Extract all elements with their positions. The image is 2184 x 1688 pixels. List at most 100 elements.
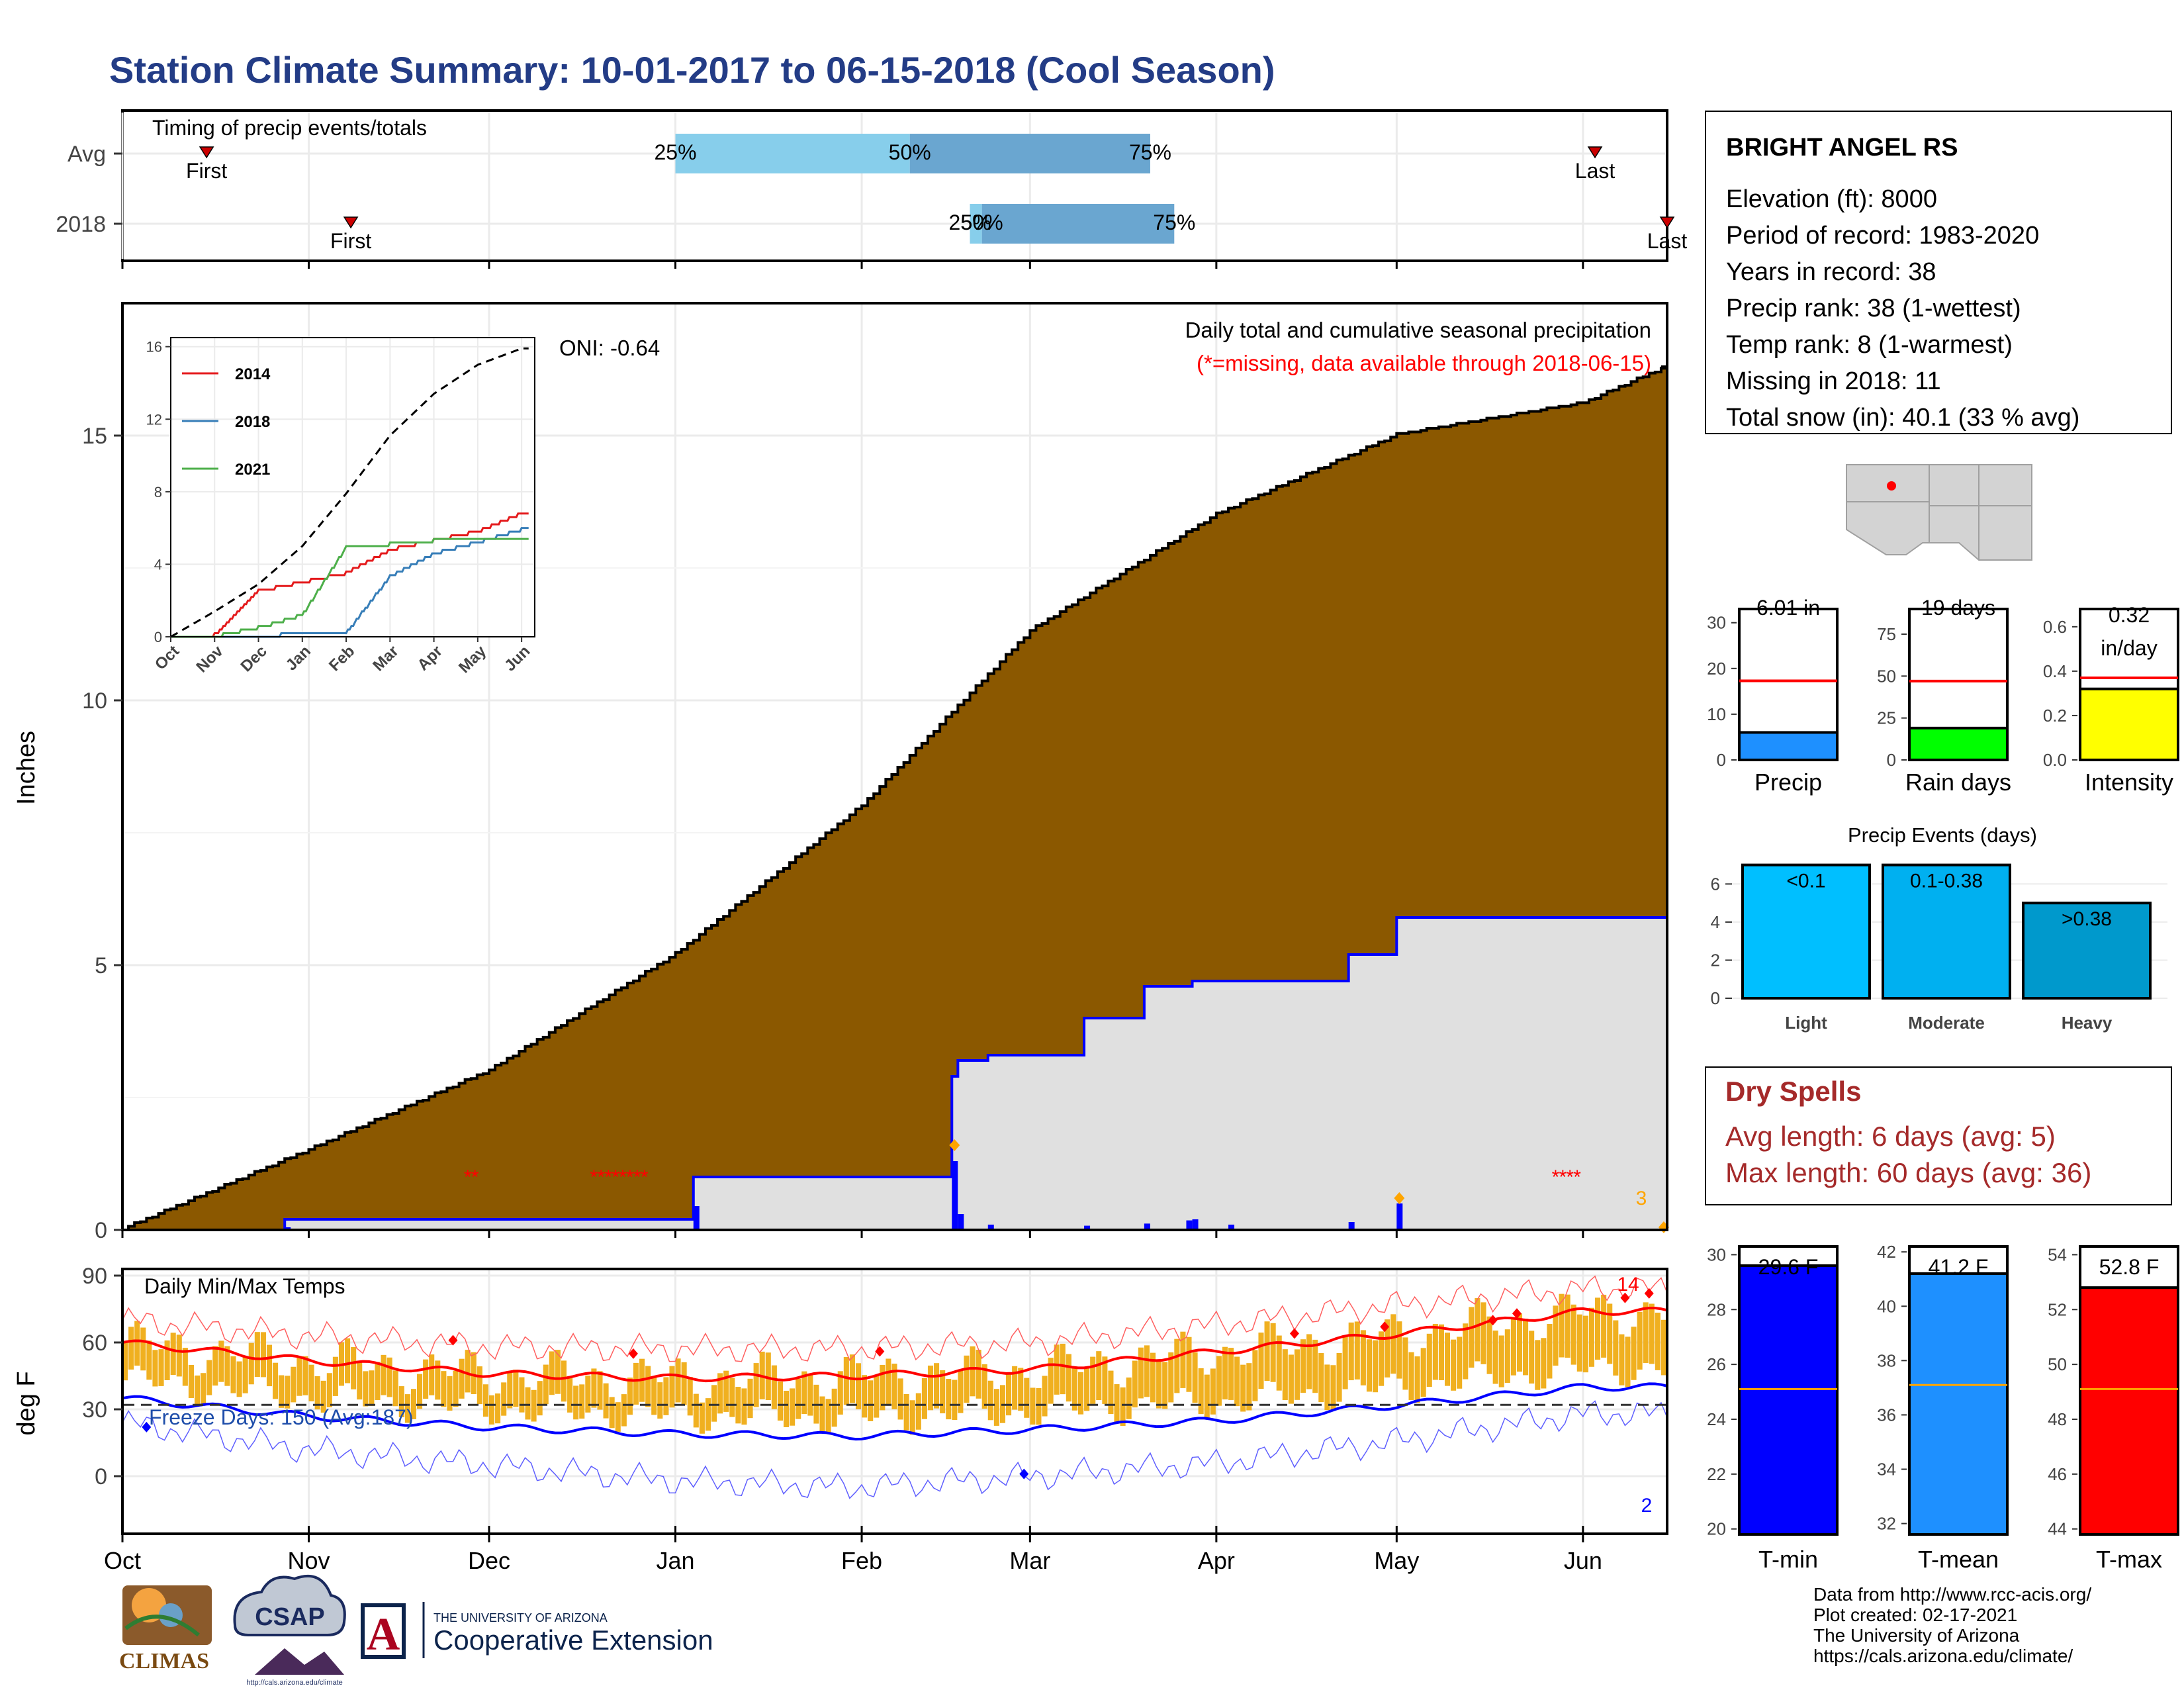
main-ytick-label: 10 xyxy=(82,688,107,714)
daily-precip-bar xyxy=(1396,1203,1403,1230)
missing-data-marker: * xyxy=(633,1166,641,1188)
events-ytick-label: 2 xyxy=(1711,950,1720,970)
daily-temp-bar xyxy=(1138,1347,1144,1399)
mini-bar-ytick-label: 0.2 xyxy=(2043,706,2067,726)
timing-percent-label: 75% xyxy=(1129,140,1171,164)
inset-ytick-label: 0 xyxy=(154,629,162,645)
precip-corner-count: 3 xyxy=(1636,1188,1647,1209)
daily-temp-bar xyxy=(855,1363,862,1410)
daily-temp-bar xyxy=(1360,1330,1366,1385)
temp-summary-label: T-min xyxy=(1758,1546,1818,1573)
daily-temp-bar xyxy=(1252,1350,1258,1401)
events-title: Precip Events (days) xyxy=(1848,823,2037,847)
daily-temp-bar xyxy=(1420,1348,1426,1397)
events-bar-label: >0.38 xyxy=(2062,908,2112,930)
daily-temp-bar xyxy=(140,1327,146,1371)
daily-temp-bar xyxy=(279,1375,285,1408)
daily-temp-bar xyxy=(441,1371,447,1407)
daily-temp-bar xyxy=(158,1349,164,1386)
mini-bar-label: Precip xyxy=(1754,769,1822,796)
temp-summary-ytick-label: 44 xyxy=(2048,1519,2067,1539)
daily-temp-bar xyxy=(1661,1319,1666,1376)
daily-temp-bar xyxy=(1402,1337,1408,1390)
daily-temp-bar xyxy=(1180,1331,1186,1388)
daily-temp-bar xyxy=(958,1370,964,1413)
climas-logo: CLIMAS xyxy=(119,1585,212,1673)
daily-temp-bar xyxy=(723,1370,729,1412)
daily-temp-bar xyxy=(471,1352,477,1395)
extension-logo-text: Cooperative Extension xyxy=(433,1624,713,1656)
temp-summary-ytick-label: 38 xyxy=(1877,1350,1896,1370)
daily-temp-bar xyxy=(1408,1352,1414,1400)
daily-temp-bar xyxy=(1492,1331,1498,1384)
daily-temp-bar xyxy=(946,1379,952,1420)
daily-precip-bar xyxy=(1144,1223,1150,1230)
mini-bar-ytick-label: 0 xyxy=(1887,750,1896,770)
current-year-cumulative-area xyxy=(122,912,1668,1231)
daily-temp-bar xyxy=(1066,1354,1071,1402)
timing-bar-25-50 xyxy=(675,134,910,173)
daily-temp-bar xyxy=(819,1396,825,1432)
events-category-label: Heavy xyxy=(2062,1013,2113,1033)
temp-summary-bar xyxy=(1738,1264,1839,1536)
daily-temp-bar xyxy=(1457,1336,1463,1389)
daily-temp-bar xyxy=(862,1375,868,1418)
daily-temp-bar xyxy=(1619,1334,1625,1385)
daily-temp-bar xyxy=(1318,1353,1324,1403)
missing-data-marker: * xyxy=(590,1166,598,1188)
daily-temp-bar xyxy=(1535,1340,1541,1390)
daily-temp-bar xyxy=(681,1362,687,1405)
main-ytick-label: 15 xyxy=(82,424,107,449)
month-label: Mar xyxy=(1009,1547,1050,1574)
daily-temp-bar xyxy=(1012,1366,1018,1410)
daily-temp-bar xyxy=(1084,1367,1090,1411)
daily-temp-bar xyxy=(1090,1356,1096,1404)
daily-temp-bar xyxy=(915,1393,921,1430)
daily-temp-bar xyxy=(1246,1363,1252,1411)
daily-temp-bar xyxy=(242,1356,248,1393)
daily-temp-bar xyxy=(224,1346,230,1386)
station-info-line: Total snow (in): 40.1 (33 % avg) xyxy=(1726,404,2079,432)
daily-temp-bar xyxy=(1234,1356,1240,1407)
daily-temp-bar xyxy=(1372,1340,1379,1393)
daily-temp-bar xyxy=(531,1389,537,1422)
daily-precip-bar xyxy=(987,1225,994,1230)
daily-temp-bar xyxy=(429,1354,435,1395)
daily-temp-bar xyxy=(976,1350,981,1399)
csap-logo-url: http://cals.arizona.edu/climate xyxy=(246,1679,343,1687)
daily-temp-bar xyxy=(543,1364,549,1405)
events-category-label: Light xyxy=(1785,1013,1827,1033)
daily-temp-bar xyxy=(573,1385,579,1420)
daily-temp-bar xyxy=(886,1358,891,1406)
temp-summary-ytick-label: 36 xyxy=(1877,1405,1896,1425)
daily-temp-bar xyxy=(952,1380,958,1421)
daily-temp-bar xyxy=(1294,1349,1300,1400)
daily-temp-bar xyxy=(392,1370,398,1407)
temp-ytick-label: 90 xyxy=(82,1264,107,1289)
inset-ytick-label: 8 xyxy=(154,484,162,500)
missing-caption: (*=missing, data available through 2018-… xyxy=(1197,351,1651,375)
footer-line: Plot created: 02-17-2021 xyxy=(1813,1605,2017,1625)
daily-temp-bar xyxy=(579,1384,585,1419)
temp-summary-value: 52.8 F xyxy=(2099,1255,2160,1279)
daily-temp-bar xyxy=(934,1363,940,1409)
daily-temp-bar xyxy=(332,1356,338,1396)
daily-temp-bar xyxy=(320,1380,326,1413)
events-ytick-label: 4 xyxy=(1711,912,1720,932)
hot-days-count: 14 xyxy=(1617,1274,1639,1295)
inset-ytick-label: 16 xyxy=(146,339,162,355)
daily-temp-bar xyxy=(657,1382,663,1419)
inset-year-line xyxy=(171,512,529,638)
daily-temp-bar xyxy=(1342,1335,1348,1389)
mini-bar-ytick-label: 0.0 xyxy=(2043,750,2067,770)
daily-temp-bar xyxy=(1276,1335,1282,1391)
record-low-marker xyxy=(1019,1468,1029,1479)
daily-temp-bar xyxy=(459,1358,465,1399)
station-info-line: Elevation (ft): 8000 xyxy=(1726,185,1937,213)
missing-data-marker: * xyxy=(641,1166,649,1188)
daily-temp-bar xyxy=(1529,1331,1535,1384)
daily-temp-bar xyxy=(1054,1344,1060,1395)
daily-temp-bar xyxy=(771,1365,777,1409)
daily-temp-bar xyxy=(1582,1315,1588,1373)
daily-temp-bar xyxy=(555,1350,561,1394)
